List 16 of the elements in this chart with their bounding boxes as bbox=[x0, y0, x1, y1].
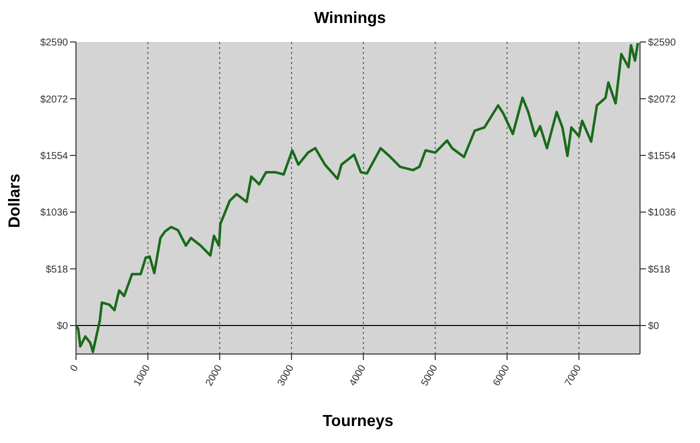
x-axis-title: Tourneys bbox=[322, 413, 394, 430]
y-tick-label: $2072 bbox=[40, 94, 68, 106]
x-tick-label: 0 bbox=[68, 362, 82, 374]
y2-tick-label: $2072 bbox=[648, 94, 676, 106]
y2-tick-label: $518 bbox=[648, 264, 671, 276]
y2-tick-label: $0 bbox=[648, 321, 660, 332]
y-tick-label: $518 bbox=[46, 264, 68, 276]
y-tick-label: $1554 bbox=[40, 150, 68, 162]
y-tick-label: $0 bbox=[56, 321, 68, 332]
y-axis-title: Dollars bbox=[6, 174, 24, 228]
y-tick-label: $1036 bbox=[40, 208, 68, 219]
y2-tick-label: $1554 bbox=[648, 150, 676, 162]
y-tick-label: $2590 bbox=[40, 38, 68, 49]
y2-tick-label: $1036 bbox=[648, 208, 676, 219]
chart-title: Winnings bbox=[313, 9, 387, 29]
y2-tick-label: $2590 bbox=[648, 38, 676, 49]
